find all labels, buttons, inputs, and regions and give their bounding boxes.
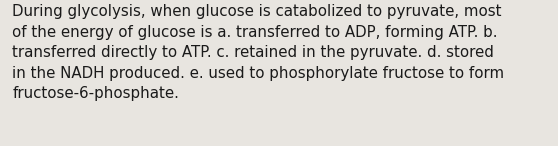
Text: During glycolysis, when glucose is catabolized to pyruvate, most
of the energy o: During glycolysis, when glucose is catab… xyxy=(12,4,504,101)
